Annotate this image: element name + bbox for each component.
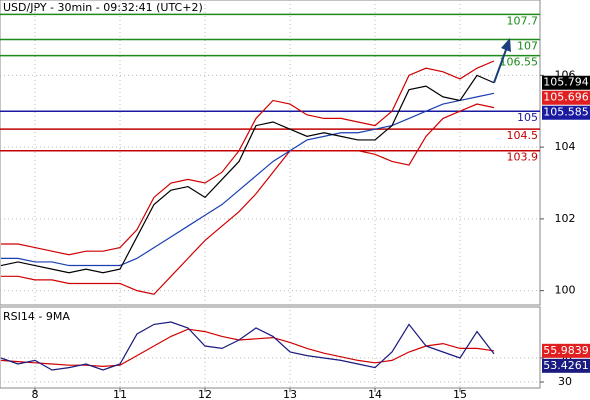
series-line: [1, 103, 495, 295]
price-tag: [542, 90, 590, 105]
level-label: 106.55: [500, 56, 539, 69]
price-tag-label: 55.9839: [543, 344, 589, 357]
series-line: [0, 74, 495, 274]
projection-arrow: [493, 46, 508, 84]
y-tick-label: 102: [555, 212, 576, 225]
x-tick-label: 15: [453, 388, 467, 400]
x-tick-label: 13: [283, 388, 297, 400]
series-line: [0, 328, 495, 368]
price-tag-label: 105.585: [543, 106, 589, 119]
x-tick-label: 11: [113, 388, 127, 400]
level-label: 107.7: [507, 14, 539, 27]
x-tick-label: 14: [368, 388, 382, 400]
level-label: 105: [517, 111, 538, 124]
y-tick-label: 100: [555, 284, 576, 297]
level-label: 107: [517, 39, 538, 52]
rsi-frame: [0, 306, 541, 389]
main-frame: [0, 0, 541, 306]
level-label: 103.9: [507, 151, 539, 164]
chart-title: USD/JPY - 30min - 09:32:41 (UTC+2): [3, 1, 203, 14]
series-line: [1, 60, 495, 256]
price-tag: [542, 105, 590, 120]
price-tag: [542, 358, 590, 373]
series-line: [0, 321, 495, 371]
x-tick-label: 12: [198, 388, 212, 400]
y-tick-label: 30: [558, 375, 572, 388]
price-tag: [542, 343, 590, 358]
series-line: [1, 92, 495, 267]
price-tag-label: 53.4261: [543, 359, 589, 372]
x-tick-label: 8: [32, 388, 39, 400]
level-label: 104.5: [507, 129, 539, 142]
price-tag: [542, 75, 590, 90]
y-tick-label: 104: [555, 140, 576, 153]
projection-arrowhead: [501, 38, 511, 52]
rsi-title: RSI14 - 9MA: [3, 310, 70, 323]
price-tag-label: 105.696: [543, 91, 589, 104]
price-tag-label: 105.794: [543, 76, 589, 89]
